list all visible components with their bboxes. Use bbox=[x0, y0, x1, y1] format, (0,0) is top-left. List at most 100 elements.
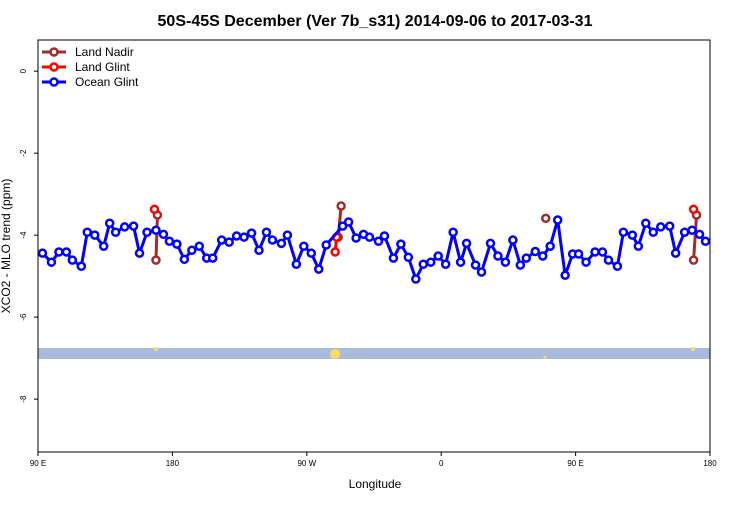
legend-label: Land Nadir bbox=[75, 45, 134, 59]
data-point bbox=[552, 215, 563, 225]
data-point bbox=[618, 227, 629, 238]
data-point bbox=[688, 204, 699, 215]
data-point bbox=[476, 267, 487, 277]
data-point bbox=[455, 257, 466, 267]
data-band bbox=[38, 348, 710, 359]
data-point bbox=[151, 225, 161, 235]
data-point bbox=[194, 241, 205, 251]
data-point bbox=[403, 252, 414, 263]
plot-frame bbox=[37, 39, 711, 453]
data-point bbox=[313, 264, 324, 274]
data-point bbox=[440, 259, 451, 269]
x-tick-label: 90 E bbox=[567, 459, 583, 468]
x-tick-label: 180 bbox=[166, 459, 180, 468]
chart-title: 50S-45S December (Ver 7b_s31) 2014-09-06… bbox=[158, 13, 593, 30]
data-point bbox=[485, 238, 496, 249]
data-point bbox=[694, 229, 705, 240]
data-point bbox=[282, 230, 293, 240]
data-point bbox=[151, 255, 161, 265]
data-point bbox=[373, 236, 384, 247]
data-point bbox=[597, 247, 608, 257]
data-point bbox=[104, 218, 115, 228]
x-tick-label: 90 E bbox=[30, 459, 46, 468]
data-point bbox=[493, 251, 503, 261]
y-tick-label: -2 bbox=[19, 149, 28, 157]
data-point bbox=[158, 229, 169, 240]
data-point bbox=[291, 259, 302, 269]
x-tick-label: 180 bbox=[703, 459, 717, 468]
data-point bbox=[627, 230, 638, 240]
plot-area bbox=[37, 201, 711, 284]
data-point bbox=[89, 230, 100, 240]
y-tick-label: 0 bbox=[19, 68, 28, 73]
data-point bbox=[545, 241, 555, 251]
data-point bbox=[261, 227, 272, 238]
data-point bbox=[411, 274, 421, 284]
data-point bbox=[134, 248, 145, 258]
data-point bbox=[239, 232, 249, 242]
data-point bbox=[633, 241, 644, 251]
data-point bbox=[149, 204, 160, 215]
series-line bbox=[154, 214, 159, 261]
data-point bbox=[364, 232, 375, 242]
data-point bbox=[700, 236, 711, 247]
marker-dot bbox=[330, 349, 340, 359]
data-point bbox=[379, 231, 390, 241]
data-point bbox=[521, 253, 532, 263]
data-point bbox=[641, 218, 651, 228]
data-point bbox=[603, 255, 614, 265]
data-point bbox=[425, 257, 436, 267]
series-line bbox=[692, 214, 699, 261]
data-point bbox=[515, 260, 526, 270]
data-point bbox=[470, 260, 481, 270]
marker-dot bbox=[154, 347, 158, 351]
data-point bbox=[82, 227, 93, 238]
y-tick-label: -4 bbox=[19, 231, 28, 239]
data-point bbox=[216, 235, 227, 245]
data-point bbox=[337, 221, 348, 231]
data-point bbox=[172, 239, 182, 249]
data-point bbox=[687, 225, 697, 235]
data-point bbox=[98, 241, 109, 251]
data-point bbox=[418, 259, 429, 269]
data-point bbox=[590, 247, 600, 257]
data-point bbox=[612, 261, 623, 272]
data-point bbox=[581, 257, 591, 267]
data-point bbox=[351, 233, 361, 243]
y-axis-label: XCO2 - MLO trend (ppm) bbox=[0, 179, 13, 314]
data-point bbox=[76, 261, 87, 272]
data-point bbox=[336, 201, 346, 211]
data-point bbox=[187, 245, 197, 256]
data-point bbox=[179, 254, 190, 265]
data-point bbox=[254, 245, 264, 256]
data-point bbox=[46, 257, 57, 267]
data-point bbox=[37, 248, 48, 258]
data-point bbox=[396, 239, 406, 249]
marker-dot bbox=[543, 355, 547, 359]
data-point bbox=[330, 247, 340, 257]
legend-marker bbox=[49, 62, 59, 72]
data-point bbox=[508, 235, 518, 245]
data-point bbox=[267, 235, 278, 245]
data-point bbox=[61, 247, 72, 257]
data-point bbox=[276, 238, 287, 249]
data-point bbox=[343, 217, 354, 227]
data-point bbox=[670, 248, 681, 258]
data-point bbox=[648, 227, 659, 238]
data-point bbox=[461, 238, 472, 249]
data-point bbox=[54, 247, 64, 257]
legend-marker bbox=[49, 77, 59, 87]
legend-marker bbox=[49, 47, 59, 57]
data-point bbox=[321, 240, 331, 250]
data-point bbox=[224, 237, 234, 247]
data-point bbox=[573, 249, 584, 259]
data-point bbox=[110, 227, 121, 238]
data-point bbox=[500, 257, 511, 267]
data-point bbox=[448, 227, 458, 238]
data-point bbox=[246, 228, 257, 238]
data-point bbox=[164, 236, 175, 247]
x-tick-label: 0 bbox=[439, 459, 444, 468]
data-point bbox=[540, 213, 551, 224]
y-tick-label: -8 bbox=[19, 395, 28, 403]
